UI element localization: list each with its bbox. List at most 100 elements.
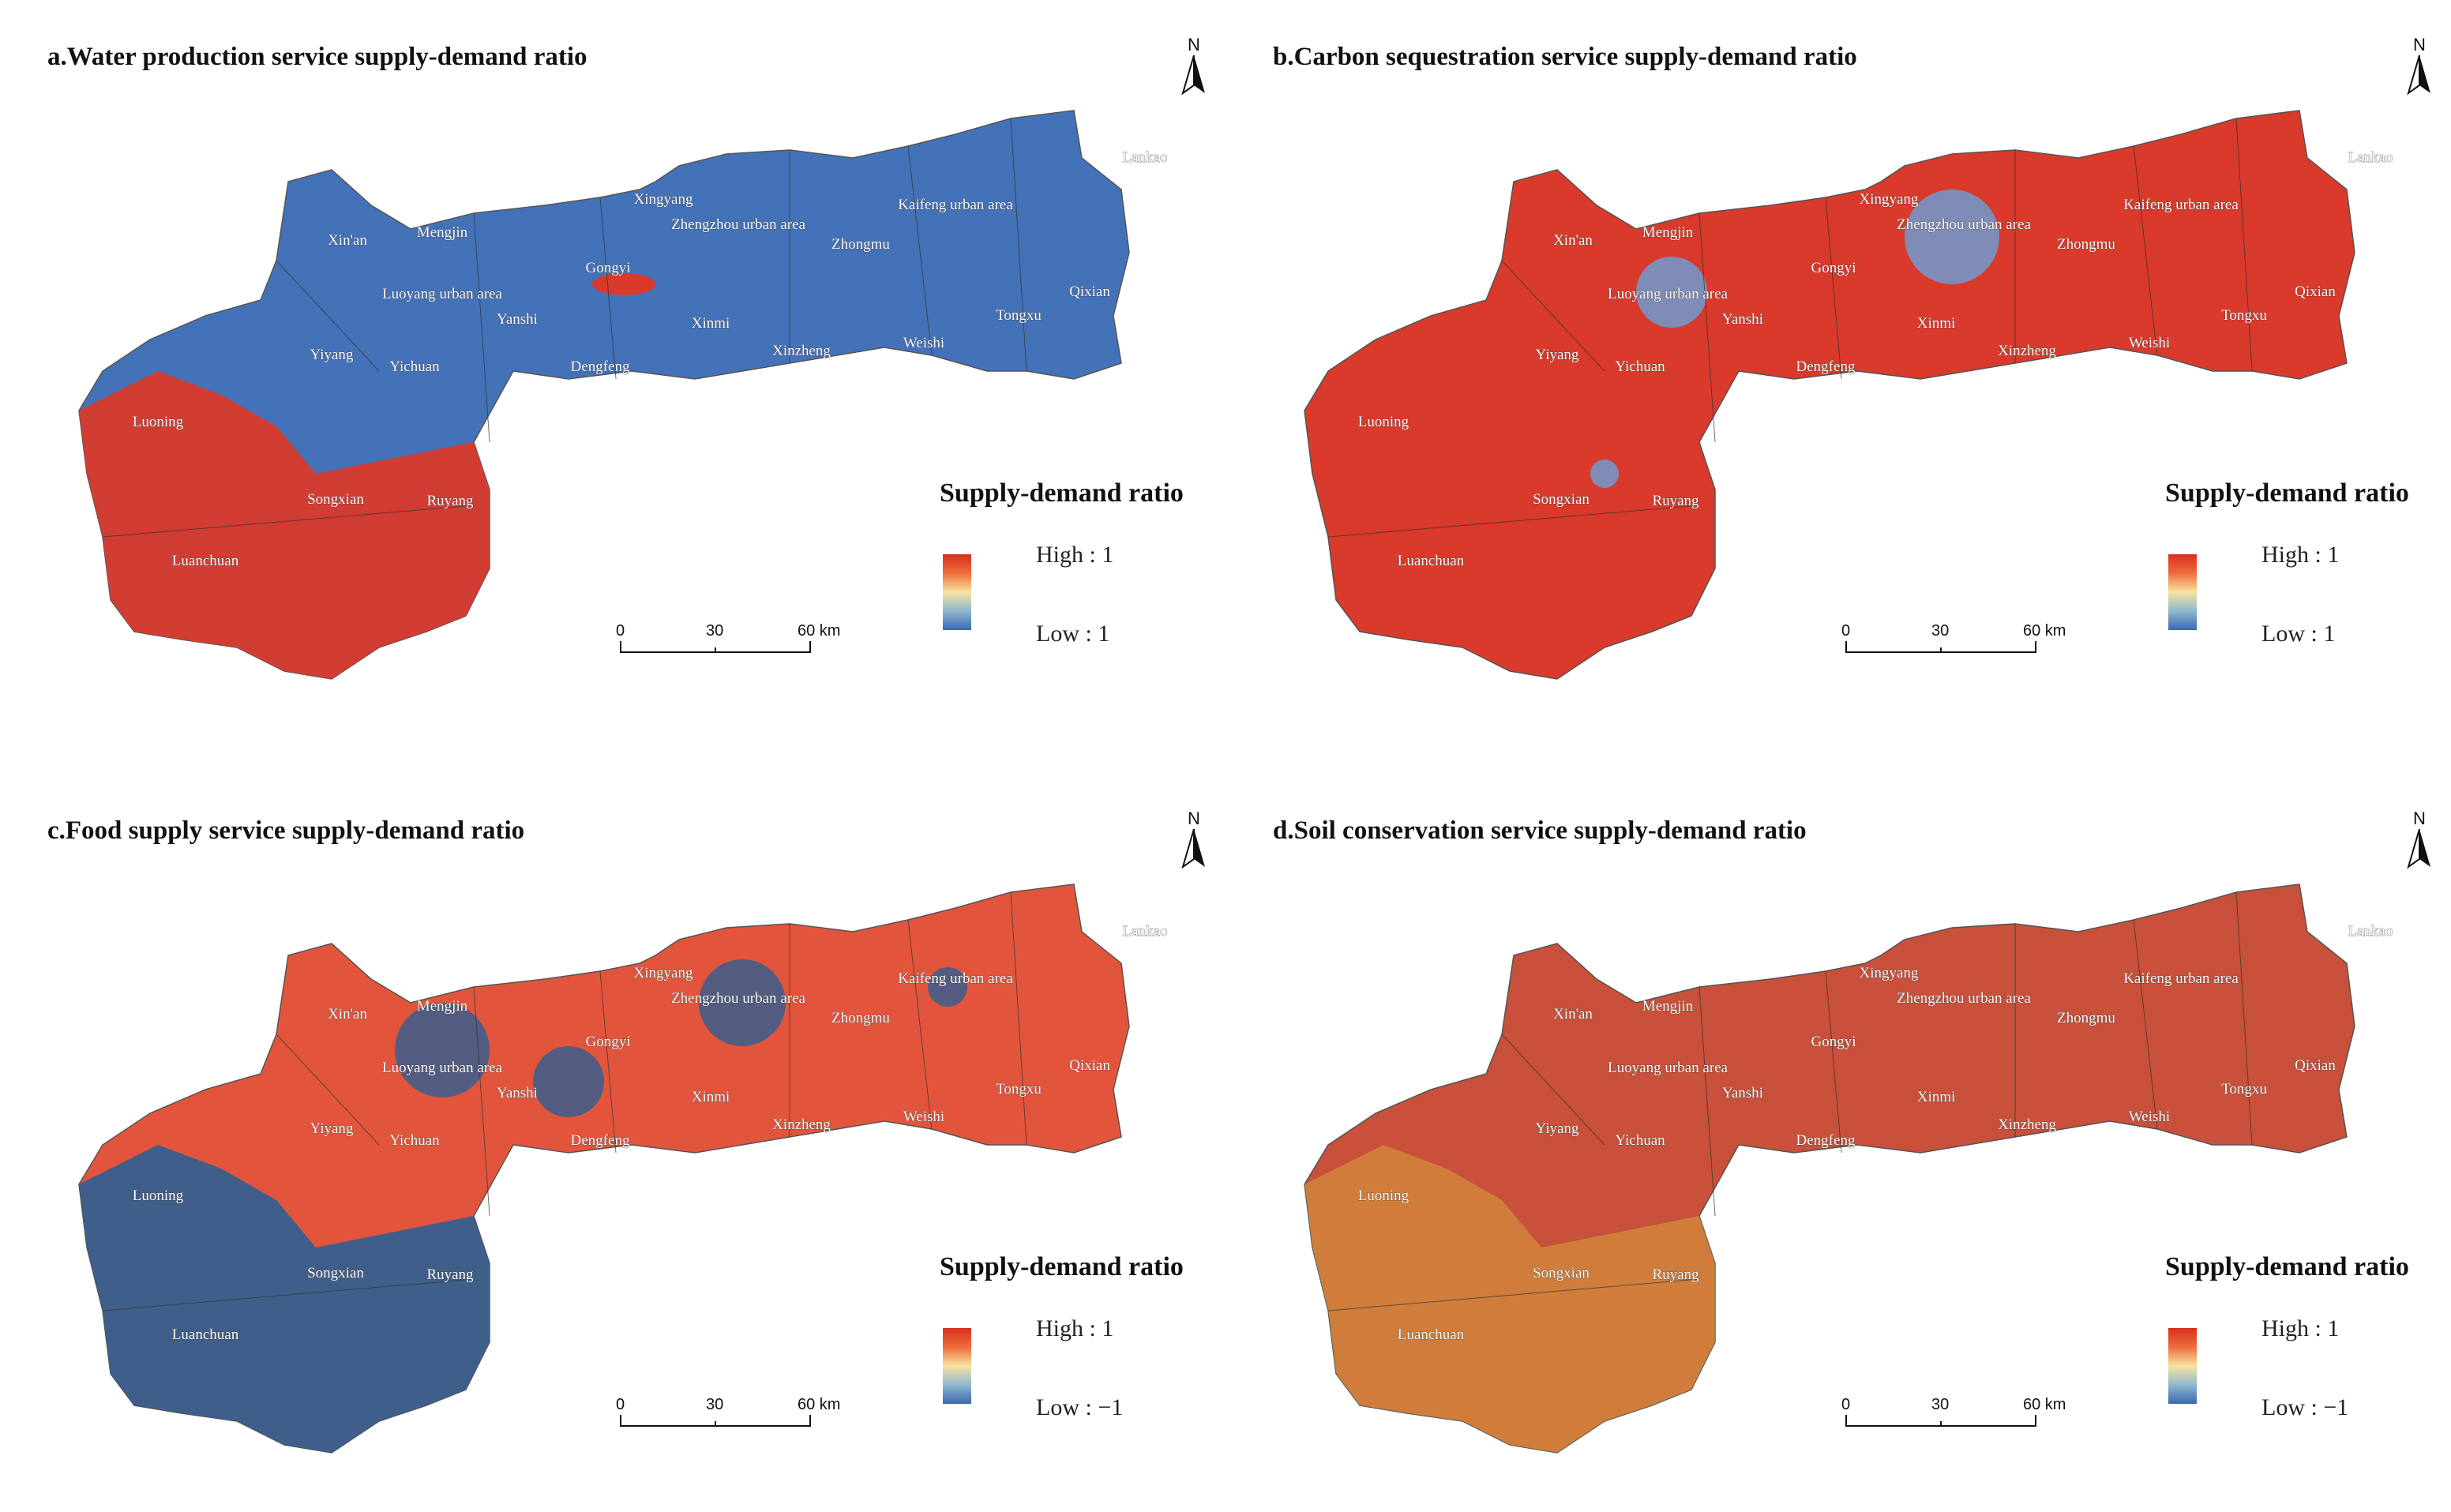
place-label: Yiyang — [1536, 1120, 1579, 1137]
place-label: Yanshi — [497, 311, 538, 328]
place-label: Zhengzhou urban area — [1897, 990, 2031, 1007]
legend-low-label: Low : −1 — [1036, 1394, 1124, 1420]
county-border — [1698, 212, 1716, 443]
county-border — [599, 197, 617, 380]
county-border — [2235, 891, 2253, 1146]
north-arrow-icon: N — [2400, 35, 2448, 114]
place-label: Qixian — [1069, 1057, 1110, 1074]
scale-bar: 0 30 60 km — [616, 616, 840, 663]
place-label: Qixian — [1069, 283, 1110, 300]
county-border — [907, 919, 933, 1130]
place-label: Lankao — [2348, 923, 2393, 940]
place-label: Kaifeng urban area — [898, 197, 1013, 213]
map-panel-soil: d.Soil conservation service supply-deman… — [1226, 774, 2451, 1512]
place-label: Songxian — [1533, 1265, 1590, 1281]
low-ratio-spot — [1590, 460, 1619, 488]
place-label: Luanchuan — [1398, 1326, 1465, 1343]
place-label: Xin'an — [328, 1006, 367, 1022]
place-label: Xin'an — [1553, 232, 1593, 249]
county-border — [1501, 260, 1605, 372]
region-map: Xin'an Mengjin Luoyang urban area Yanshi Yiy… — [1304, 884, 2393, 1454]
place-label: Zhongmu — [2057, 1010, 2115, 1026]
place-label: Xingyang — [634, 965, 693, 981]
place-label: Yanshi — [1722, 1085, 1763, 1101]
place-label: Luoning — [133, 1187, 184, 1204]
legend-title: Supply-demand ratio — [940, 1252, 1184, 1281]
map-panel-carbon: b.Carbon sequestration service supply-de… — [1226, 0, 2451, 738]
place-label: Tongxu — [996, 307, 1042, 324]
panel-title: d.Soil conservation service supply-deman… — [1273, 816, 1807, 845]
place-label: Xingyang — [1860, 965, 1919, 981]
speckle-area — [1304, 1145, 1715, 1453]
county-border — [907, 145, 933, 356]
county-border — [102, 1278, 475, 1311]
county-border — [2133, 919, 2158, 1130]
place-label: Luoning — [1358, 414, 1409, 430]
place-label: Kaifeng urban area — [2123, 197, 2239, 213]
place-label: Xinmi — [692, 315, 730, 332]
place-label: Songxian — [1533, 491, 1590, 508]
low-ratio-area — [79, 1145, 490, 1453]
place-label: Ruyang — [1652, 493, 1699, 509]
legend-title: Supply-demand ratio — [940, 478, 1184, 508]
legend-high-label: High : 1 — [2261, 1315, 2340, 1341]
legend-high-label: High : 1 — [1036, 1315, 1114, 1341]
county-border — [1327, 1278, 1700, 1311]
place-label: Qixian — [2295, 283, 2336, 300]
place-label: Yiyang — [1536, 347, 1579, 363]
place-label: Songxian — [307, 491, 364, 508]
county-border — [473, 212, 490, 443]
place-label: Gongyi — [586, 260, 631, 276]
place-label: Dengfeng — [571, 358, 630, 375]
county-border — [276, 260, 380, 372]
low-ratio-spot — [1905, 189, 1999, 284]
place-label: Tongxu — [2221, 1081, 2267, 1097]
place-label: Xinzheng — [772, 343, 831, 359]
place-label: Mengjin — [417, 224, 468, 241]
place-label: Kaifeng urban area — [898, 970, 1013, 987]
place-label: Lankao — [1123, 149, 1168, 166]
place-label: Xingyang — [1860, 191, 1919, 208]
place-label: Gongyi — [1811, 260, 1856, 276]
legend-color-ramp — [943, 1328, 971, 1404]
place-label: Ruyang — [426, 1266, 474, 1283]
place-label: Luoyang urban area — [382, 1060, 502, 1076]
place-label: Dengfeng — [1796, 358, 1856, 375]
place-label: Lankao — [2348, 149, 2393, 166]
place-label: Kaifeng urban area — [2123, 970, 2239, 987]
county-border — [1010, 118, 1027, 372]
region-fill — [1304, 110, 2355, 680]
place-label: Xingyang — [634, 191, 693, 208]
place-label: Mengjin — [1642, 998, 1694, 1015]
scale-bar: 0 30 60 km — [616, 1390, 840, 1437]
north-arrow-icon: N — [1175, 809, 1222, 887]
place-label: Dengfeng — [571, 1132, 630, 1149]
map-panel-water: a.Water production service supply-demand… — [0, 0, 1226, 738]
place-label: Zhengzhou urban area — [671, 990, 805, 1007]
place-label: Gongyi — [1811, 1034, 1856, 1050]
place-label: Luoyang urban area — [1608, 286, 1728, 302]
place-label: Zhongmu — [831, 236, 890, 253]
low-ratio-spot — [533, 1046, 604, 1117]
place-label: Weishi — [2129, 1109, 2170, 1125]
map-panel-food: c.Food supply service supply-demand rati… — [0, 774, 1226, 1512]
place-label: Luanchuan — [1398, 553, 1465, 569]
place-label: Luoning — [1358, 1187, 1409, 1204]
county-border — [1825, 970, 1842, 1154]
panel-title: a.Water production service supply-demand… — [47, 43, 587, 71]
place-label: Mengjin — [1642, 224, 1694, 241]
scale-bar: 0 30 60 km — [1841, 1390, 2066, 1437]
place-label: Xinmi — [692, 1089, 730, 1105]
place-label: Qixian — [2295, 1057, 2336, 1074]
place-label: Xinmi — [1917, 315, 1956, 332]
legend-low-label: Low : 1 — [1036, 621, 1110, 647]
low-ratio-spot — [699, 959, 786, 1046]
place-label: Luoyang urban area — [1608, 1060, 1728, 1076]
county-border — [1327, 505, 1700, 538]
place-label: Dengfeng — [1796, 1132, 1856, 1149]
high-ratio-area — [592, 273, 655, 295]
place-label: Xin'an — [1553, 1006, 1593, 1022]
place-label: Mengjin — [417, 998, 468, 1015]
place-label: Xinzheng — [1998, 343, 2056, 359]
place-label: Yichuan — [1615, 358, 1665, 375]
